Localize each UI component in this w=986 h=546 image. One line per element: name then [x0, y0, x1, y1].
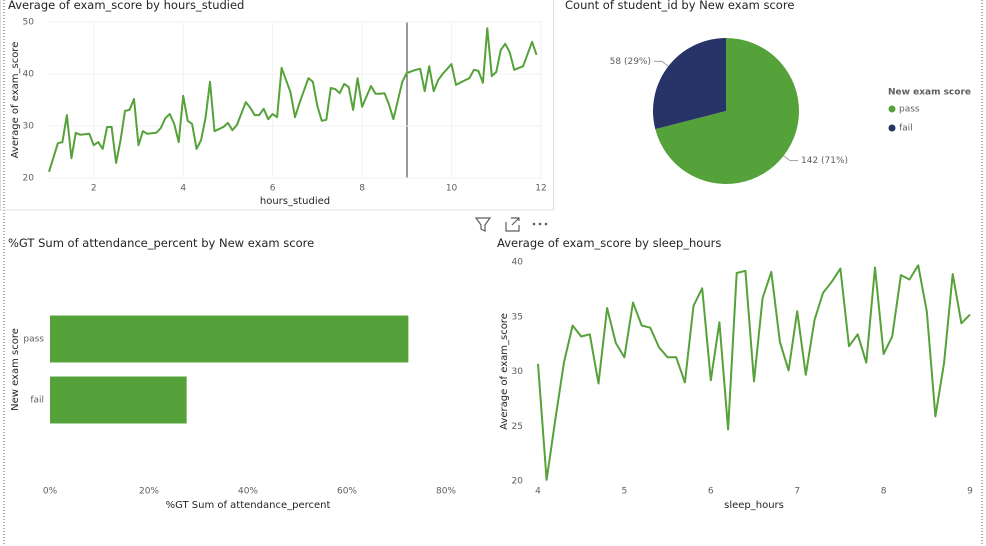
y-axis-title: Average of exam_score	[10, 42, 21, 159]
x-tick-label: 10	[446, 184, 458, 194]
bar	[50, 376, 187, 424]
x-tick-label: 80%	[436, 487, 456, 497]
leader-line	[783, 155, 799, 162]
y-tick-label: 40	[512, 258, 524, 268]
x-axis-title: %GT Sum of attendance_percent	[166, 500, 331, 511]
y-axis-title: New exam score	[10, 328, 21, 411]
y-tick-label: 35	[512, 312, 523, 322]
data-label: 58 (29%)	[610, 57, 651, 67]
x-tick-label: 7	[794, 487, 800, 497]
x-tick-label: 8	[881, 487, 887, 497]
visual-border	[0, 0, 554, 211]
filter-icon[interactable]	[474, 217, 492, 232]
x-tick-label: 20%	[139, 487, 159, 497]
pie-slice	[653, 38, 726, 130]
x-tick-label: 4	[180, 184, 186, 194]
x-tick-label: 6	[270, 184, 276, 194]
x-tick-label: 2	[91, 184, 97, 194]
chart-title: Average of exam_score by sleep_hours	[497, 236, 721, 250]
y-tick-label: 30	[512, 367, 524, 377]
more-options-icon[interactable]	[532, 222, 548, 226]
x-tick-label: 40%	[238, 487, 258, 497]
pie-slice	[655, 38, 800, 184]
legend-label: fail	[899, 124, 913, 134]
chart-title: %GT Sum of attendance_percent by New exa…	[8, 236, 314, 250]
y-tick-label: 40	[23, 70, 35, 80]
x-tick-label: 60%	[337, 487, 357, 497]
x-tick-label: 4	[535, 487, 541, 497]
bar	[50, 315, 409, 363]
x-axis-title: hours_studied	[260, 196, 330, 207]
legend-swatch	[888, 105, 896, 113]
x-tick-label: 12	[535, 184, 546, 194]
y-axis-title: Average of exam_score	[499, 313, 510, 430]
legend-label: pass	[899, 105, 920, 115]
data-label: 142 (71%)	[801, 156, 848, 166]
line	[48, 27, 538, 173]
y-tick-label: 50	[23, 18, 35, 28]
x-tick-label: 5	[622, 487, 628, 497]
y-tick-label: 20	[512, 477, 524, 487]
x-tick-label: 0%	[43, 487, 58, 497]
y-tick-label: 20	[23, 174, 35, 184]
x-tick-label: 9	[967, 487, 973, 497]
y-tick-label: 25	[512, 422, 523, 432]
x-tick-label: 8	[359, 184, 365, 194]
y-tick-label: pass	[23, 335, 44, 345]
line	[537, 264, 971, 481]
chart-title: Average of exam_score by hours_studied	[8, 0, 244, 12]
x-axis-title: sleep_hours	[724, 500, 784, 511]
legend-title: New exam score	[888, 88, 971, 98]
focus-mode-icon[interactable]	[505, 217, 520, 232]
y-tick-label: fail	[30, 396, 44, 406]
x-tick-label: 6	[708, 487, 714, 497]
leader-line	[653, 60, 669, 67]
chart-title: Count of student_id by New exam score	[565, 0, 794, 12]
y-tick-label: 30	[23, 122, 35, 132]
legend-swatch	[888, 124, 896, 132]
